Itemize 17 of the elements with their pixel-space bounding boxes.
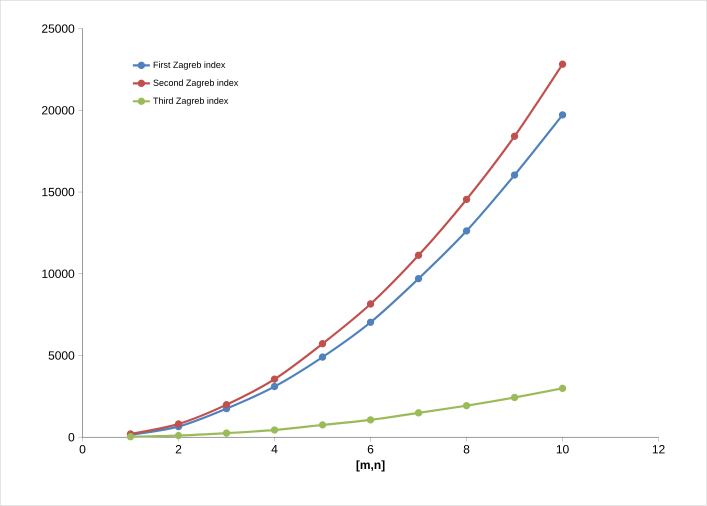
legend-label: Second Zagreb index: [153, 80, 238, 88]
y-tick-label: 0: [68, 433, 74, 442]
legend-label: First Zagreb index: [154, 62, 226, 70]
x-tick-label: 12: [652, 445, 665, 454]
x-tick-label: 8: [464, 445, 470, 454]
x-axis-title: [m,n]: [356, 460, 384, 472]
x-tick-label: 2: [176, 445, 182, 454]
y-tick-label: 15000: [42, 188, 74, 196]
x-tick-label: 10: [556, 445, 569, 454]
x-tick-label: 0: [80, 445, 86, 454]
x-tick-label: 6: [368, 445, 374, 454]
y-tick-label: 20000: [42, 106, 74, 115]
y-tick-label: 25000: [42, 24, 74, 34]
legend-label: Third Zagreb index: [153, 98, 228, 106]
y-tick-label: 5000: [48, 351, 74, 360]
x-tick-label: 4: [271, 445, 278, 454]
y-tick-label: 10000: [42, 270, 74, 278]
